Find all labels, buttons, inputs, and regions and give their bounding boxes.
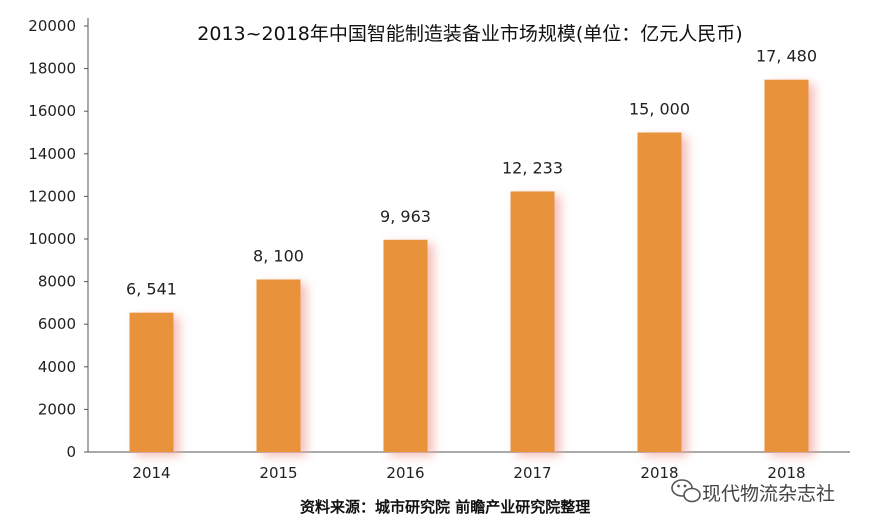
x-tick-label: 2015 [259,464,297,482]
x-tick-label: 2018 [767,464,805,482]
y-tick-label: 8000 [38,273,76,291]
y-tick-label: 20000 [28,17,76,35]
y-tick-label: 16000 [28,102,76,120]
bar-2015-1 [256,279,301,452]
y-tick-label: 12000 [28,187,76,205]
data-label: 9, 963 [380,207,431,226]
source-note: 资料来源：城市研究院 前瞻产业研究院整理 [300,498,590,516]
data-label: 15, 000 [629,100,690,119]
bar-2016-2 [383,239,428,452]
data-label: 17, 480 [756,47,817,66]
data-label: 12, 233 [502,158,563,177]
bars-group [129,79,809,453]
y-tick-label: 18000 [28,60,76,78]
x-tick-label: 2017 [513,464,551,482]
y-tick-label: 2000 [38,400,76,418]
y-tick-label: 14000 [28,145,76,163]
data-labels-group: 6, 541 8, 100 9, 963 12, 233 15, 000 17, 480 [126,47,817,299]
x-tick-label: 2014 [132,464,170,482]
chart-title: 2013~2018年中国智能制造装备业市场规模(单位：亿元人民币) [197,23,742,45]
bar-2014-0 [129,312,174,452]
watermark-text: 现代物流杂志社 [702,483,835,505]
y-tick-label: 0 [66,443,76,461]
x-axis-ticks: 2014 2015 2016 2017 2018 2018 [132,464,805,482]
y-axis-ticks: 0 2000 4000 6000 8000 10000 12000 14000 16000 180… [28,17,88,461]
wechat-icon [671,479,701,503]
y-tick-label: 6000 [38,315,76,333]
x-tick-label: 2018 [640,464,678,482]
data-label: 6, 541 [126,280,177,299]
x-tick-label: 2016 [386,464,424,482]
y-tick-label: 4000 [38,358,76,376]
bar-2018-5 [764,79,809,453]
watermark: 现代物流杂志社 [671,479,835,505]
y-tick-label: 10000 [28,230,76,248]
data-label: 8, 100 [253,246,304,265]
bar-2017-3 [510,191,555,452]
bar-2018-4 [637,132,682,452]
